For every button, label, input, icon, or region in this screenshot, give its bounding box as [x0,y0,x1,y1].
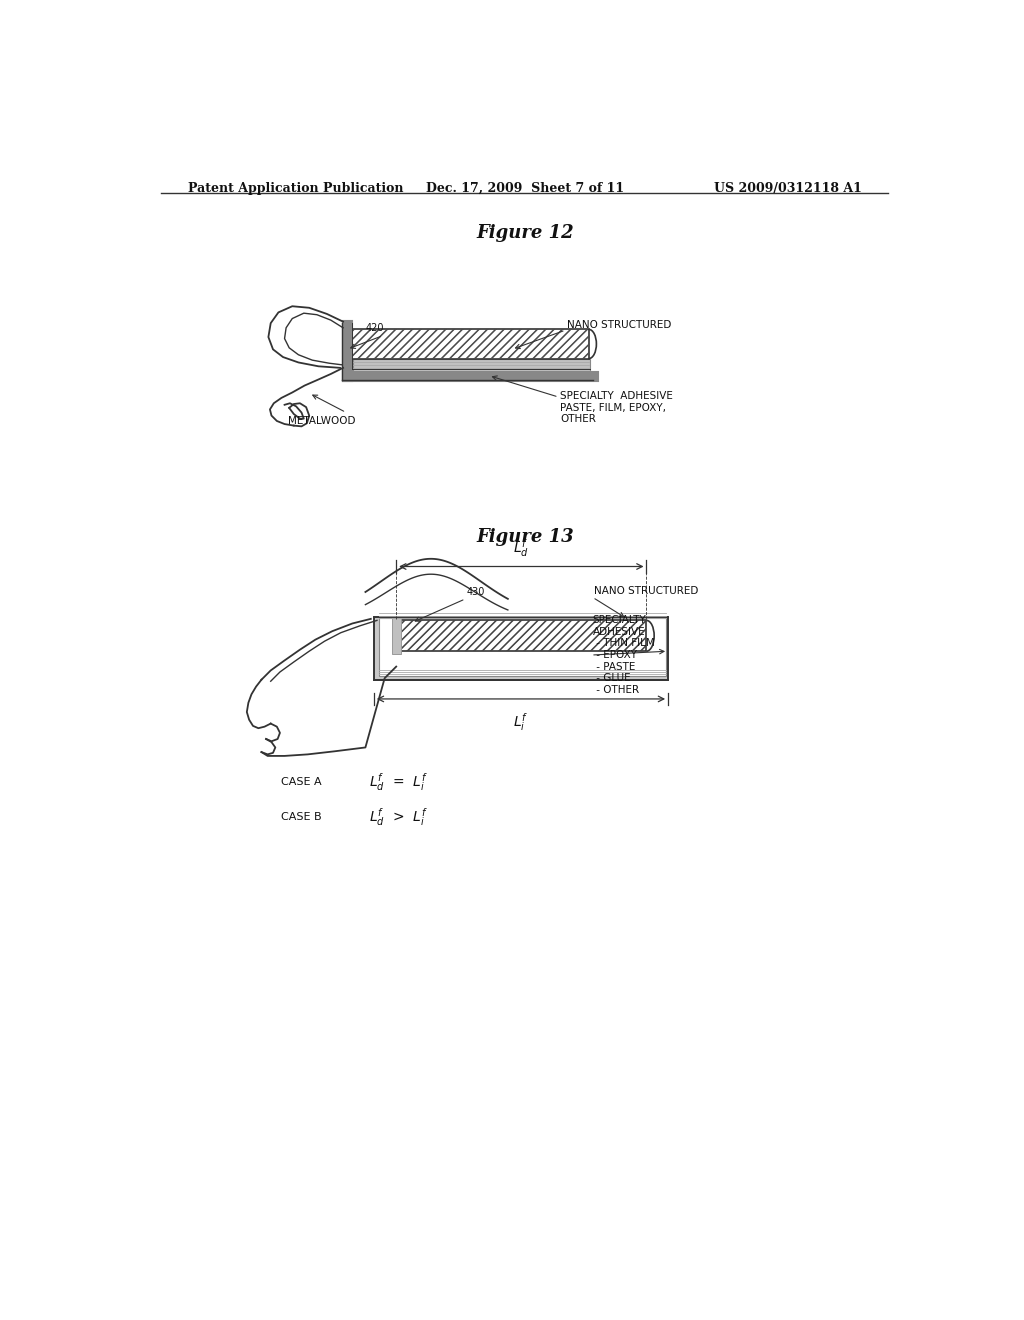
Text: CASE A: CASE A [281,777,322,787]
Text: SPECIALTY  ADHESIVE
PASTE, FILM, EPOXY,
OTHER: SPECIALTY ADHESIVE PASTE, FILM, EPOXY, O… [560,391,673,424]
Text: CASE B: CASE B [281,812,322,822]
Text: SPECIALTY
ADHESIVE
 - THIN FILM
 - EPOXY
 - PASTE
 - GLUE
 - OTHER: SPECIALTY ADHESIVE - THIN FILM - EPOXY -… [593,615,654,694]
Text: $L_i^f$: $L_i^f$ [513,711,528,733]
Text: NANO STRUCTURED: NANO STRUCTURED [594,586,698,595]
Text: $L_d^f$: $L_d^f$ [513,537,529,558]
Bar [379,618,667,676]
Text: Dec. 17, 2009  Sheet 7 of 11: Dec. 17, 2009 Sheet 7 of 11 [426,182,624,194]
Text: US 2009/0312118 A1: US 2009/0312118 A1 [714,182,862,194]
Bar [391,618,400,653]
Text: 430: 430 [467,587,485,598]
Bar [350,330,589,359]
Text: Figure 12: Figure 12 [476,224,573,242]
Text: Figure 13: Figure 13 [476,528,573,546]
Bar [350,330,589,359]
Text: $L_d^f$  =  $L_i^f$: $L_d^f$ = $L_i^f$ [370,771,428,793]
Bar [353,359,590,372]
Text: $L_d^f$  >  $L_i^f$: $L_d^f$ > $L_i^f$ [370,805,428,828]
Text: 420: 420 [366,323,384,333]
Text: Patent Application Publication: Patent Application Publication [188,182,403,194]
Text: NANO STRUCTURED: NANO STRUCTURED [567,321,672,330]
Bar [396,620,646,651]
Text: METALWOOD: METALWOOD [288,416,355,425]
Bar [374,616,668,681]
Bar [396,620,646,651]
